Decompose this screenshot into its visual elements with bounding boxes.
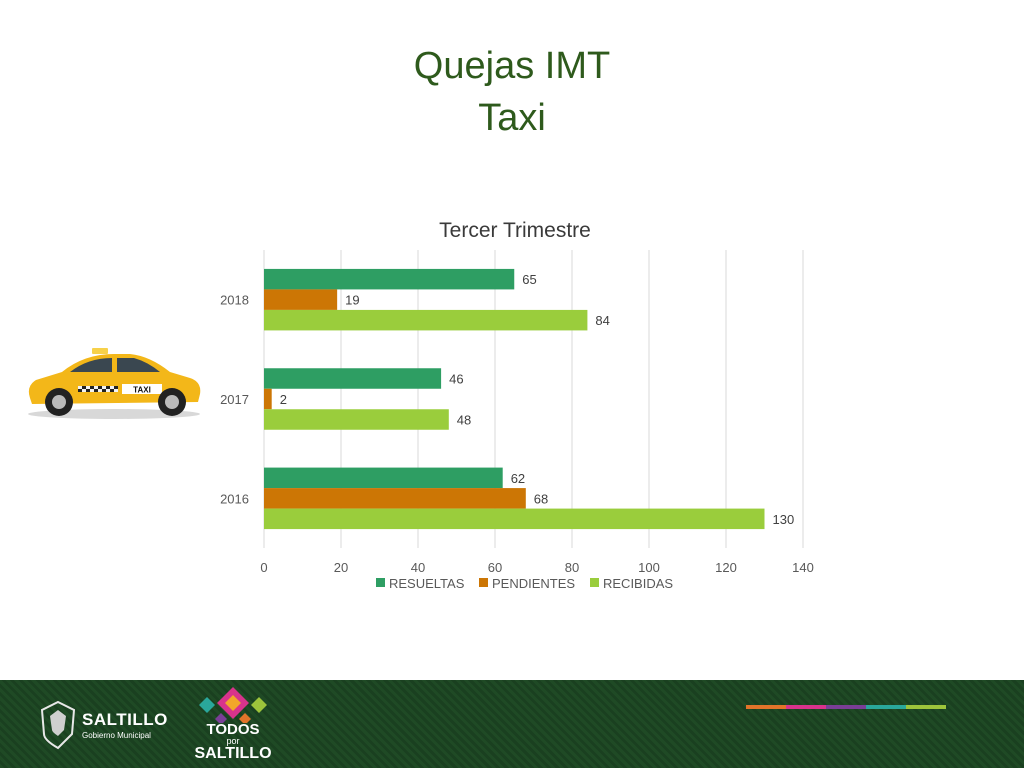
- y-category-label: 2017: [220, 392, 249, 407]
- data-label: 84: [595, 313, 609, 328]
- stripe-segment: [826, 705, 866, 709]
- stripe-segment: [786, 705, 826, 709]
- campaign-line-3: SALTILLO: [194, 745, 272, 762]
- legend-label: RECIBIDAS: [603, 576, 673, 591]
- bar-pendientes: [264, 289, 338, 310]
- x-tick-label: 40: [411, 560, 425, 575]
- bar-chart: 0 20 40 60 80 100 120 140 2018 65 19 84 2017 46 2 48 201…: [220, 250, 814, 591]
- campaign-line-1: TODOS: [206, 721, 260, 738]
- bar-pendientes: [264, 488, 526, 509]
- data-label: 48: [457, 413, 471, 428]
- gov-sub: Gobierno Municipal: [82, 731, 151, 740]
- bar-recibidas: [264, 409, 449, 430]
- taxi-sign: TAXI: [133, 386, 151, 395]
- campaign-line-2: por: [226, 736, 240, 746]
- bar-resueltas: [264, 467, 503, 489]
- x-tick-label: 120: [715, 560, 737, 575]
- y-category-label: 2016: [220, 491, 249, 506]
- stripe-segment: [746, 705, 786, 709]
- campaign-logo: TODOS por SALTILLO: [188, 685, 278, 762]
- slide-title-line-1: Quejas IMT: [413, 45, 611, 87]
- municipal-crest-icon: [40, 700, 76, 750]
- data-label: 2: [280, 392, 287, 407]
- data-label: 46: [449, 372, 463, 387]
- legend-swatch: [376, 578, 385, 587]
- campaign-emblem-icon: [199, 687, 267, 723]
- x-tick-label: 140: [792, 560, 814, 575]
- x-tick-label: 80: [565, 560, 579, 575]
- x-tick-label: 100: [638, 560, 660, 575]
- data-label: 62: [511, 471, 525, 486]
- gov-name: SALTILLO: [82, 710, 168, 729]
- bar-resueltas: [264, 268, 515, 290]
- bar-recibidas: [264, 508, 765, 530]
- slide-title: Quejas IMT Taxi: [0, 40, 1024, 144]
- stripe-segment: [906, 705, 946, 709]
- footer-bar: SALTILLO Gobierno Municipal TODOS por SA…: [0, 680, 1024, 768]
- y-category-label: 2018: [220, 293, 249, 308]
- taxi-car-icon: TAXI: [28, 348, 201, 419]
- legend-swatch: [590, 578, 599, 587]
- data-label: 19: [345, 293, 359, 308]
- bar-recibidas: [264, 309, 588, 331]
- data-label: 65: [522, 272, 536, 287]
- x-tick-label: 0: [260, 560, 267, 575]
- slide-title-line-2: Taxi: [478, 97, 546, 139]
- data-label: 130: [773, 512, 795, 527]
- x-tick-label: 60: [488, 560, 502, 575]
- x-tick-label: 20: [334, 560, 348, 575]
- data-label: 68: [534, 491, 548, 506]
- legend-label: RESUELTAS: [389, 576, 465, 591]
- legend-swatch: [479, 578, 488, 587]
- stripe-segment: [866, 705, 906, 709]
- bar-pendientes: [264, 388, 272, 410]
- legend-label: PENDIENTES: [492, 576, 575, 591]
- bar-resueltas: [264, 368, 442, 389]
- chart-title: Tercer Trimestre: [439, 219, 591, 242]
- municipal-logo: SALTILLO Gobierno Municipal: [82, 710, 168, 740]
